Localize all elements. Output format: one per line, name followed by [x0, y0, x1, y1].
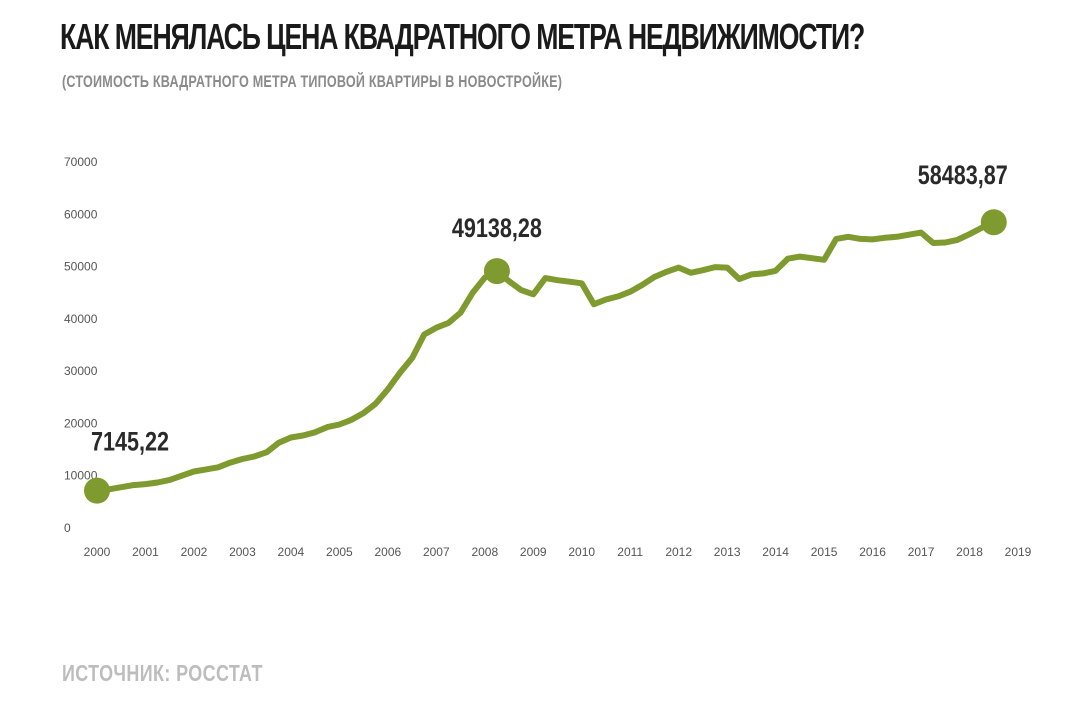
x-tick-label: 2008: [471, 545, 498, 559]
annotation-value-label: 58483,87: [918, 161, 1008, 191]
x-tick-label: 2017: [908, 545, 935, 559]
x-tick-label: 2007: [423, 545, 450, 559]
y-tick-label: 70000: [64, 155, 98, 169]
x-tick-label: 2006: [374, 545, 401, 559]
x-tick-label: 2011: [617, 545, 643, 559]
x-tick-label: 2005: [326, 545, 353, 559]
price-series-line: [94, 219, 997, 494]
y-tick-label: 0: [64, 521, 71, 535]
x-tick-label: 2004: [278, 545, 305, 559]
annotation-marker: [483, 258, 510, 285]
x-tick-label: 2002: [181, 545, 208, 559]
annotation-marker: [84, 477, 110, 504]
y-tick-label: 10000: [64, 469, 98, 483]
x-tick-label: 2013: [714, 545, 741, 559]
x-axis-ticks: 2000 2001 2002 2003 2004 2005 2006 2007 2008 2009…: [84, 545, 1032, 559]
x-tick-label: 2001: [132, 545, 159, 559]
y-axis-ticks: 0 10000 20000 30000 40000 50000 60000 70000: [64, 155, 98, 535]
x-tick-label: 2012: [665, 545, 692, 559]
annotation-value-label: 7145,22: [91, 427, 169, 457]
annotation-marker: [980, 209, 1007, 236]
y-tick-label: 60000: [64, 207, 98, 221]
x-tick-label: 2009: [520, 545, 547, 559]
y-tick-label: 30000: [64, 364, 98, 378]
chart-title: КАК МЕНЯЛАСЬ ЦЕНА КВАДРАТНОГО МЕТРА НЕДВ…: [60, 16, 865, 57]
annotation-markers: [84, 209, 1007, 504]
x-tick-label: 2000: [84, 545, 111, 559]
x-tick-label: 2010: [568, 545, 595, 559]
annotation-value-label: 49138,28: [452, 214, 542, 244]
y-tick-label: 20000: [64, 416, 98, 430]
x-tick-label: 2016: [859, 545, 886, 559]
annotation-labels: 7145,22 49138,28 58483,87: [91, 161, 1008, 457]
y-tick-label: 40000: [64, 312, 98, 326]
x-tick-label: 2019: [1005, 545, 1032, 559]
chart-subtitle: (СТОИМОСТЬ КВАДРАТНОГО МЕТРА ТИПОВОЙ КВА…: [62, 72, 563, 91]
x-tick-label: 2015: [811, 545, 838, 559]
x-tick-label: 2003: [229, 545, 256, 559]
source-note: ИСТОЧНИК: РОССТАТ: [62, 660, 263, 686]
y-tick-label: 50000: [64, 260, 98, 274]
x-tick-label: 2018: [956, 545, 983, 559]
x-tick-label: 2014: [762, 545, 789, 559]
